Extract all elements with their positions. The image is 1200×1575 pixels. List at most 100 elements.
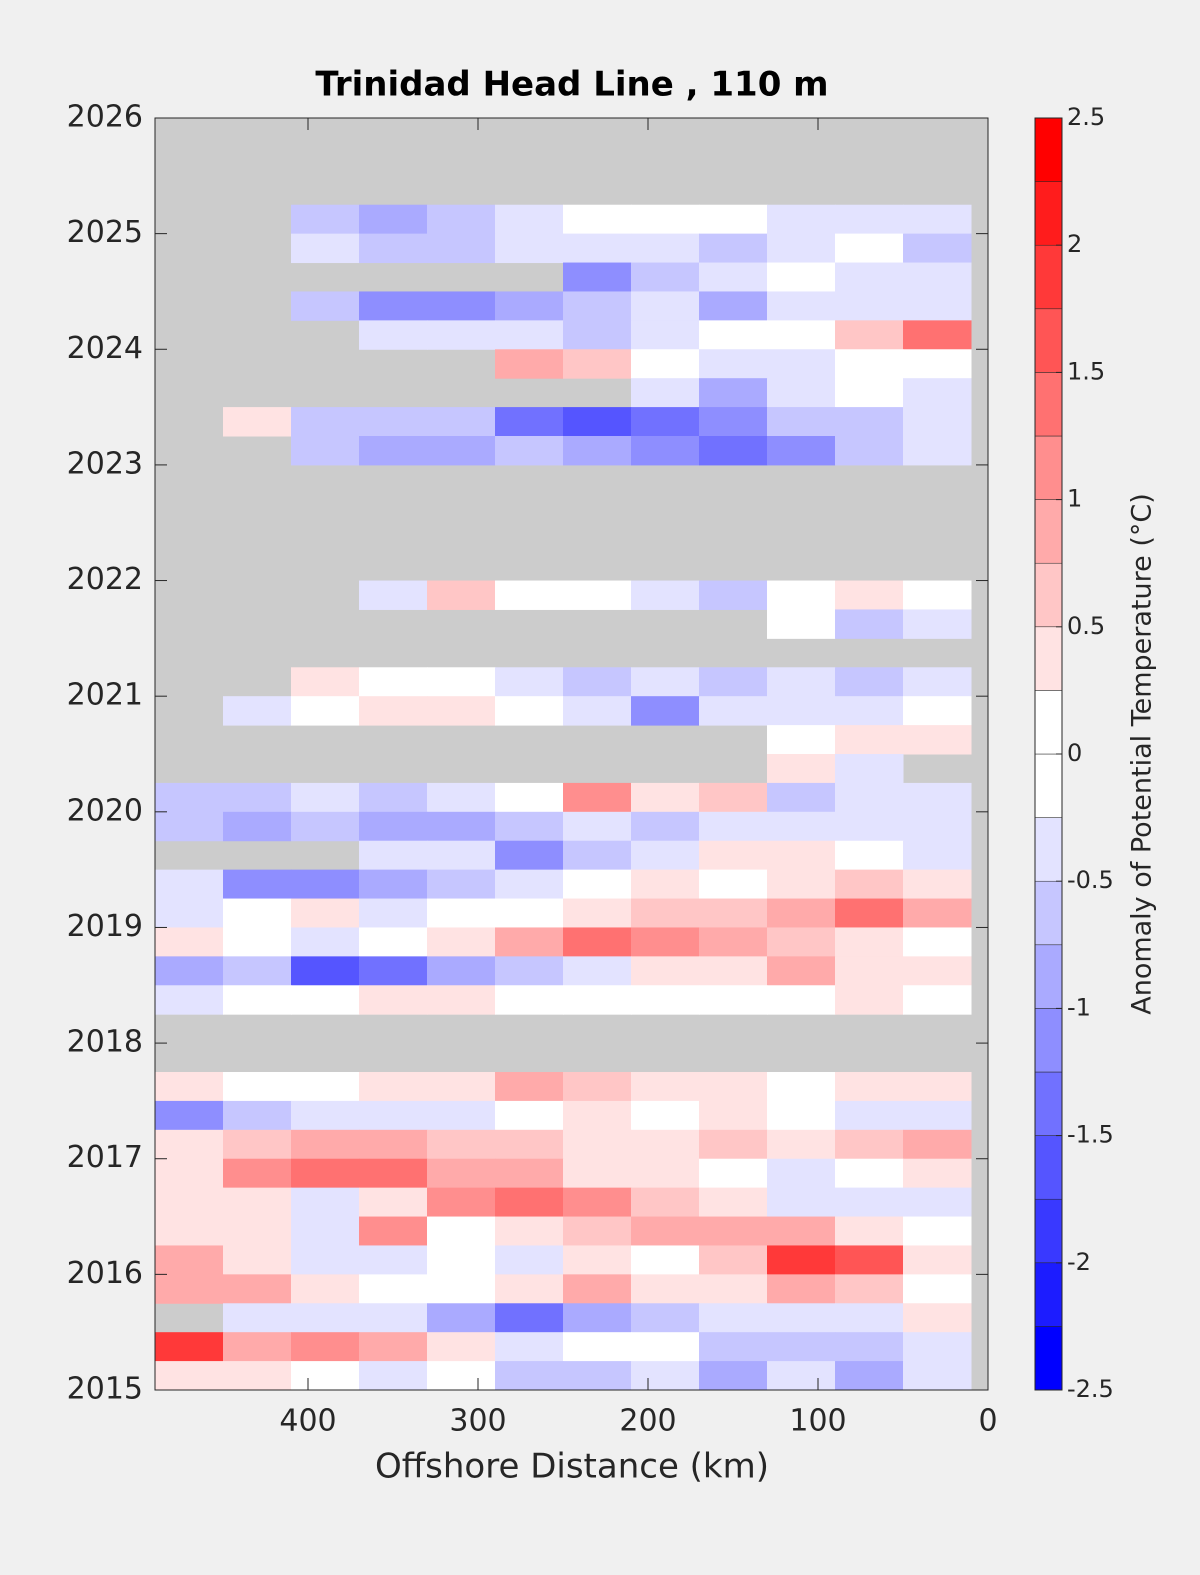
contour-cell <box>359 580 428 610</box>
contour-cell <box>563 898 632 928</box>
contour-cell <box>835 985 904 1015</box>
contour-cell <box>223 1274 292 1304</box>
contour-cell <box>495 204 564 235</box>
contour-cell <box>563 580 632 610</box>
contour-cell <box>767 1072 836 1102</box>
contour-cell <box>767 349 836 379</box>
contour-cell <box>699 869 768 900</box>
contour-cell <box>563 956 632 986</box>
contour-cell <box>903 1158 972 1189</box>
contour-cell <box>563 1187 632 1218</box>
contour-cell <box>903 956 972 986</box>
contour-cell <box>903 869 972 900</box>
contour-cell <box>767 985 836 1015</box>
contour-cell <box>903 378 972 408</box>
contour-cell <box>767 378 836 408</box>
contour-cell <box>359 1332 428 1362</box>
contour-cell <box>495 1187 564 1218</box>
contour-cell <box>631 580 700 610</box>
contour-cell <box>631 320 700 350</box>
colorbar-band <box>1034 626 1063 691</box>
contour-cell <box>631 956 700 986</box>
y-tick-label: 2015 <box>67 1372 143 1407</box>
contour-cell <box>767 1100 836 1131</box>
contour-cell <box>563 407 632 437</box>
contour-cell <box>359 204 428 235</box>
contour-cell <box>699 378 768 408</box>
y-tick-label: 2026 <box>67 100 143 135</box>
colorbar-tick-label: 2 <box>1067 230 1082 258</box>
colorbar-band <box>1034 308 1063 373</box>
contour-cell <box>835 407 904 437</box>
contour-cell <box>223 407 292 437</box>
contour-cell <box>563 1332 632 1362</box>
y-tick-label: 2021 <box>67 678 143 713</box>
contour-cell <box>427 696 496 726</box>
contour-cell <box>223 696 292 726</box>
contour-cell <box>291 696 360 726</box>
contour-cell <box>495 233 564 264</box>
contour-cell <box>631 233 700 264</box>
contour-cell <box>563 204 632 235</box>
contour-cell <box>359 407 428 437</box>
contour-cell <box>291 985 360 1015</box>
contour-cell <box>223 869 292 900</box>
contour-cell <box>563 1158 632 1189</box>
contour-cell <box>699 840 768 871</box>
contour-cell <box>427 1100 496 1131</box>
contour-cell <box>903 927 972 957</box>
contour-cell <box>903 1100 972 1131</box>
contour-cell <box>631 291 700 321</box>
contour-cell <box>223 1332 292 1362</box>
contour-cell <box>699 782 768 813</box>
contour-cell <box>495 320 564 350</box>
contour-cell <box>631 378 700 408</box>
contour-cell <box>563 985 632 1015</box>
contour-cell <box>767 840 836 871</box>
contour-cell <box>427 1332 496 1362</box>
contour-cell <box>495 1245 564 1275</box>
contour-cell <box>359 233 428 264</box>
contour-cell <box>155 1072 224 1102</box>
contour-cell <box>223 1245 292 1275</box>
contour-cell <box>495 580 564 610</box>
contour-cell <box>291 1129 360 1160</box>
contour-cell <box>767 927 836 957</box>
contour-cell <box>291 1216 360 1246</box>
contour-cell <box>767 667 836 697</box>
contour-cell <box>903 1303 972 1333</box>
colorbar-tick-label: 1 <box>1067 485 1082 513</box>
colorbar-tick-label: -0.5 <box>1067 866 1114 894</box>
contour-cell <box>767 291 836 321</box>
contour-cell <box>767 869 836 900</box>
colorbar-band <box>1034 1198 1063 1264</box>
contour-cell <box>291 291 360 321</box>
contour-cell <box>903 1187 972 1218</box>
contour-cell <box>699 233 768 264</box>
contour-cell <box>223 1187 292 1218</box>
contour-cell <box>903 1245 972 1275</box>
contour-cell <box>699 927 768 957</box>
contour-cell <box>835 667 904 697</box>
contour-cell <box>767 956 836 986</box>
colorbar-band <box>1034 117 1063 182</box>
contour-cell <box>699 1216 768 1246</box>
contour-cell <box>427 580 496 610</box>
contour-cell <box>767 320 836 350</box>
contour-cell <box>427 869 496 900</box>
contour-cell <box>427 956 496 986</box>
contour-cell <box>495 811 564 842</box>
contour-cell <box>903 580 972 610</box>
contour-cell <box>835 898 904 928</box>
contour-cell <box>427 204 496 235</box>
contour-cell <box>427 667 496 697</box>
contour-cell <box>563 1100 632 1131</box>
contour-cell <box>563 233 632 264</box>
contour-cell <box>903 349 972 379</box>
contour-cell <box>427 1303 496 1333</box>
colorbar-tick-label: 0 <box>1067 739 1082 767</box>
contour-cell <box>427 291 496 321</box>
contour-cell <box>903 436 972 466</box>
contour-cell <box>699 407 768 437</box>
contour-cell <box>903 204 972 235</box>
